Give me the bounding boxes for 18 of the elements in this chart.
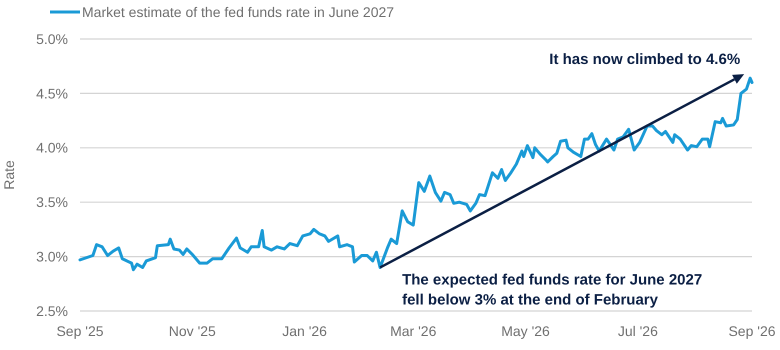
legend-label: Market estimate of the fed funds rate in June 2027 [82,4,394,20]
x-tick-label: Nov '25 [168,323,216,339]
y-tick-label: 3.5% [36,194,68,210]
x-tick-label: Sep '25 [56,323,104,339]
x-tick-label: Jan '26 [282,323,328,339]
x-tick-label: Jul '26 [618,323,658,339]
annotation: It has now climbed to 4.6% [549,51,740,68]
x-tick-label: Sep '26 [728,323,776,339]
y-tick-label: 2.5% [36,302,68,319]
y-tick-label: 4.5% [36,85,68,102]
x-tick-label: May '26 [501,323,550,339]
x-tick-label: Mar '26 [390,323,437,339]
y-tick-label: 5.0% [36,30,68,47]
line-series [78,76,754,272]
annotation: The expected fed funds rate for June 2027 fell below 3% at the end of February [402,271,702,308]
y-tick-label: 3.0% [36,248,68,264]
y-axis-title: Rate [1,160,17,190]
y-tick-label: 4.0% [36,140,68,156]
